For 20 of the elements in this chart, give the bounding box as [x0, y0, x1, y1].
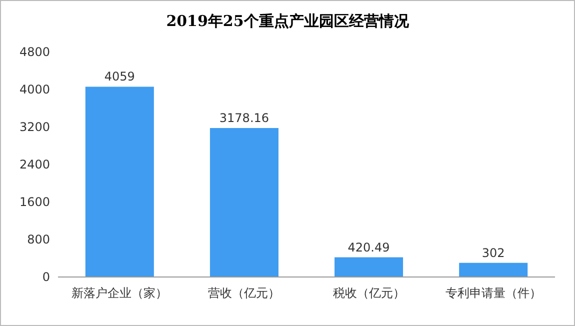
bar [85, 86, 154, 277]
data-label: 3178.16 [219, 111, 270, 126]
y-tick-label: 3200 [19, 120, 50, 134]
y-tick-label: 4000 [19, 82, 50, 97]
x-tick-label: 专利申请量（件） [445, 286, 542, 300]
x-tick-label: 新落户企业（家） [72, 286, 168, 300]
x-tick-label: 税收（亿元） [332, 286, 405, 300]
data-label: 302 [482, 246, 505, 260]
bar [334, 257, 404, 277]
y-tick-label: 4800 [19, 45, 50, 60]
y-tick-label: 1600 [19, 195, 50, 210]
data-label: 420.49 [348, 240, 390, 254]
data-label: 4059 [104, 70, 135, 84]
bar [459, 262, 528, 277]
chart-title: 2019年25个重点产业园区经营情况 [166, 12, 410, 30]
y-tick-label: 2400 [19, 158, 50, 172]
y-tick-label: 800 [27, 232, 50, 247]
y-tick-label: 0 [42, 270, 50, 284]
x-tick-label: 营收（亿元） [208, 286, 280, 300]
bar [210, 128, 278, 277]
